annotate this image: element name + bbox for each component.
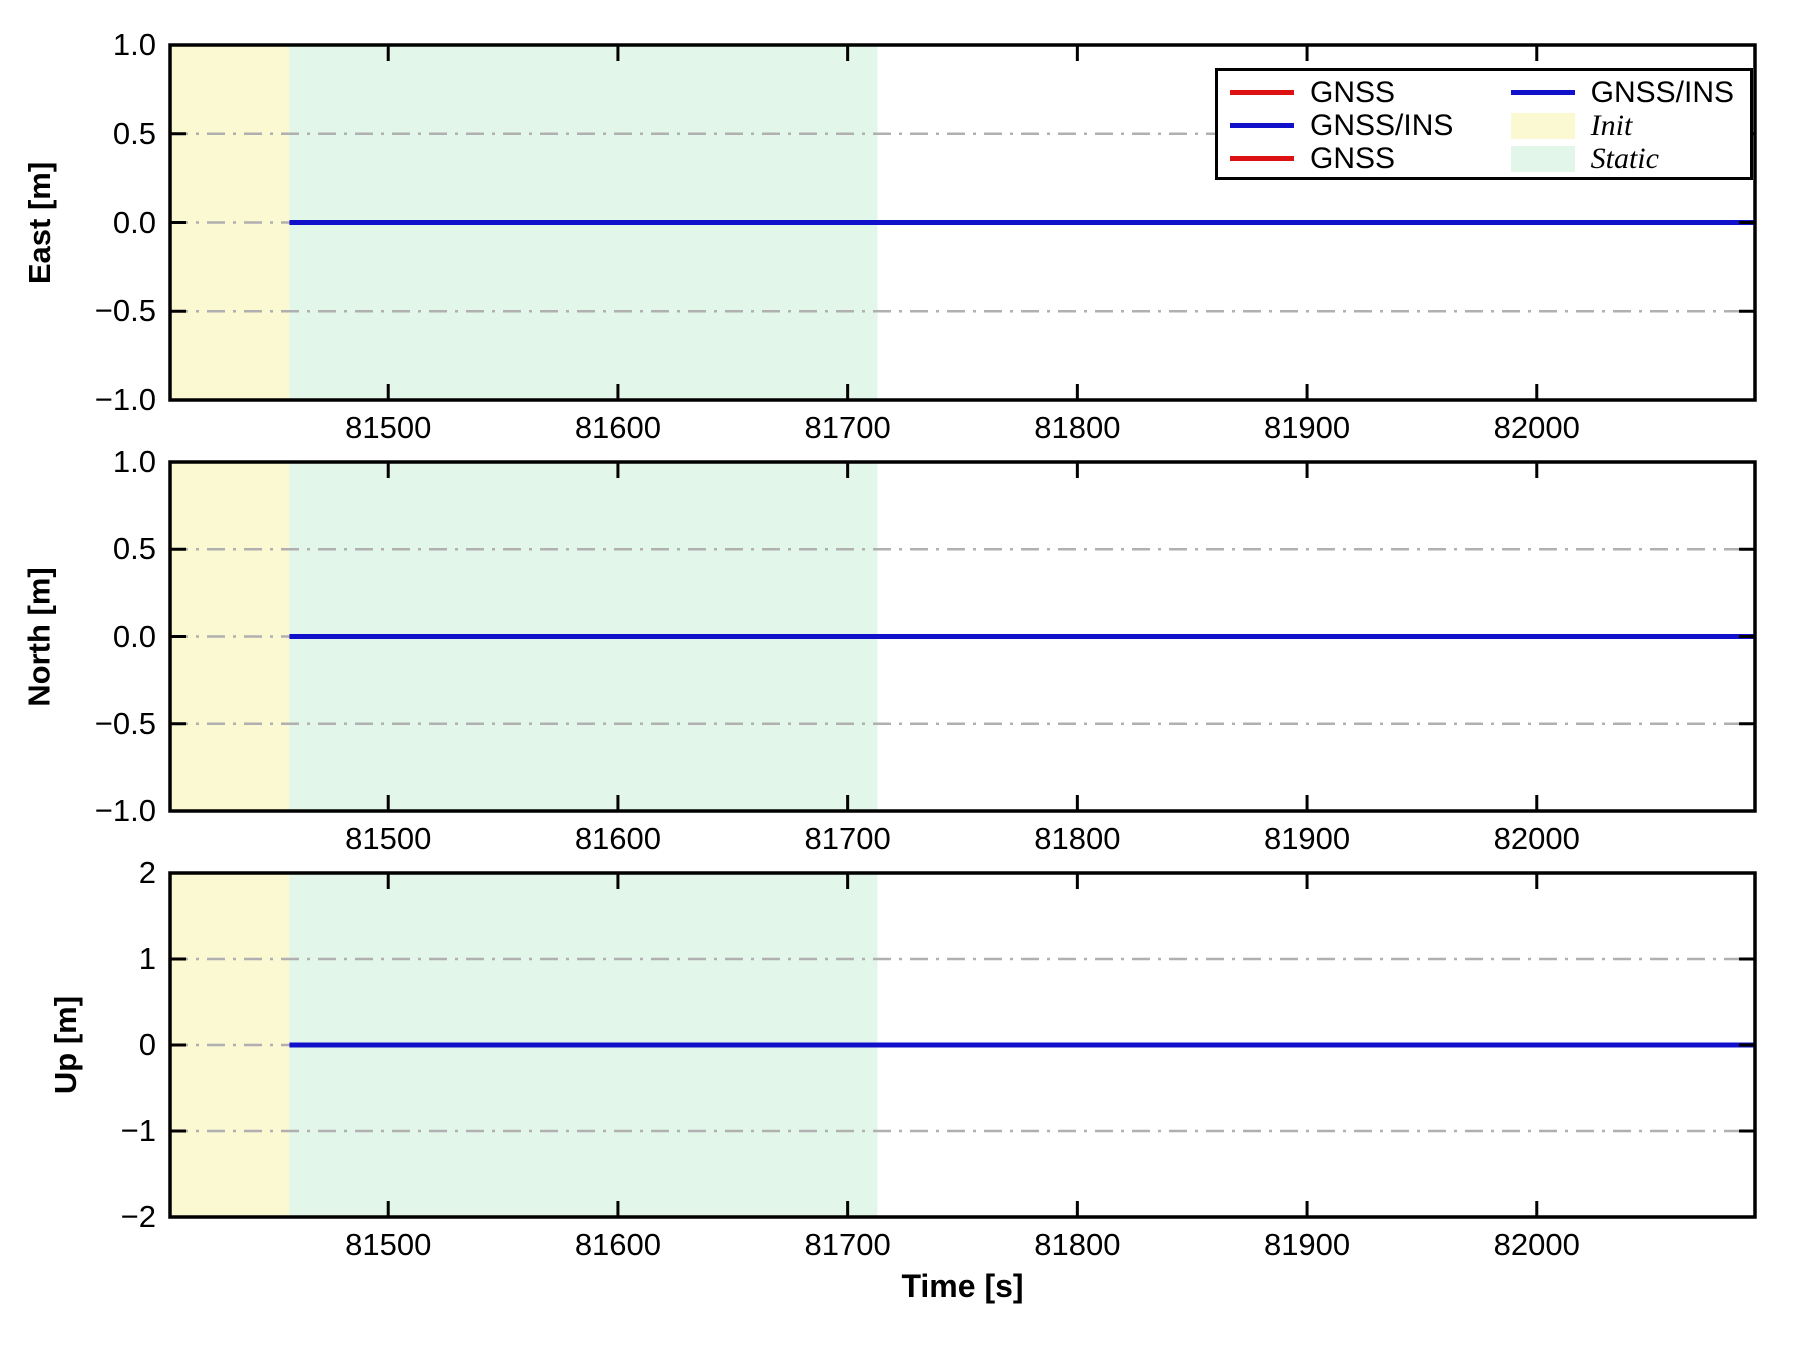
x-tick-label: 82000 xyxy=(1493,821,1580,856)
y-tick-label: 0.0 xyxy=(112,618,156,654)
x-tick-label: 81600 xyxy=(574,410,662,445)
y-tick-label: 2 xyxy=(138,855,156,890)
legend-line-swatch xyxy=(1230,123,1294,128)
y-axis-title: Up [m] xyxy=(48,995,83,1095)
x-tick-label: 81900 xyxy=(1263,410,1351,445)
legend-entry: GNSS xyxy=(1230,76,1453,109)
plot-area-up xyxy=(168,871,1757,1219)
plot-area-east xyxy=(168,43,1757,402)
legend-label: GNSS xyxy=(1310,76,1396,109)
y-tick-label: 1 xyxy=(138,941,156,976)
x-axis-title: Time [s] xyxy=(901,1268,1024,1304)
y-tick-label: −1.0 xyxy=(94,793,156,828)
axes-border xyxy=(168,871,1757,1219)
legend-label: GNSS/INS xyxy=(1590,76,1734,109)
legend-entry: Init xyxy=(1510,109,1734,142)
y-tick-label: 0.5 xyxy=(112,115,156,151)
legend-label: GNSS xyxy=(1310,142,1396,175)
legend-entry: GNSS xyxy=(1230,142,1453,175)
x-tick-label: 81800 xyxy=(1034,410,1121,445)
subplot-east: −1.0 −0.5 0.0 0.5 1.0 81500 81600 81700 81800 819… xyxy=(0,27,1800,445)
y-axis-title: East [m] xyxy=(22,161,57,284)
x-tick-label: 81700 xyxy=(804,821,891,856)
y-tick-label: 1.0 xyxy=(112,27,156,62)
subplot-north: −1.0 −0.5 0.0 0.5 1.0 81500 81600 81700 81800 819… xyxy=(0,444,1800,856)
legend-entry: GNSS/INS xyxy=(1230,109,1453,142)
axes-border xyxy=(168,43,1757,402)
x-tick-label: 81700 xyxy=(804,1227,891,1262)
x-tick-label: 81900 xyxy=(1263,1227,1351,1262)
x-tick-label: 81500 xyxy=(345,821,432,856)
y-tick-label: 0 xyxy=(138,1027,156,1062)
y-tick-label: 1.0 xyxy=(112,444,156,479)
y-tick-label: −0.5 xyxy=(94,705,156,741)
init-region xyxy=(170,45,290,400)
y-tick-label: 0.0 xyxy=(112,204,156,240)
y-axis-title-wrap: Up [m] xyxy=(44,873,88,1217)
x-tick-label: 81800 xyxy=(1034,821,1121,856)
y-tick-label: 0.5 xyxy=(112,531,156,567)
x-tick-label: 81500 xyxy=(345,1227,432,1262)
legend-column: GNSS GNSS/INS GNSS xyxy=(1230,76,1453,175)
x-tick-label: 81600 xyxy=(574,1227,662,1262)
legend-patch-swatch xyxy=(1510,112,1575,139)
legend: GNSS GNSS/INS GNSS GNSS/INS Init Static xyxy=(1215,68,1753,180)
legend-patch-swatch xyxy=(1510,145,1575,172)
axes-border xyxy=(168,460,1757,813)
init-region xyxy=(170,873,290,1217)
legend-entry: Static xyxy=(1510,142,1734,175)
y-tick-label: −2 xyxy=(120,1199,156,1234)
x-tick-label: 81800 xyxy=(1034,1227,1121,1262)
x-tick-label: 82000 xyxy=(1493,410,1580,445)
x-tick-label: 81700 xyxy=(804,410,891,445)
y-tick-label: −1 xyxy=(120,1113,156,1148)
legend-label: Init xyxy=(1590,109,1633,142)
x-tick-label: 81900 xyxy=(1263,821,1351,856)
legend-line-swatch xyxy=(1510,90,1575,95)
x-tick-label: 81500 xyxy=(345,410,432,445)
y-axis-title-wrap: East [m] xyxy=(18,45,62,400)
y-axis-title-wrap: North [m] xyxy=(18,462,62,811)
x-tick-label: 81600 xyxy=(574,821,662,856)
plot-area-north xyxy=(168,460,1757,813)
legend-line-swatch xyxy=(1230,90,1294,95)
legend-column: GNSS/INS Init Static xyxy=(1510,76,1734,175)
legend-label: GNSS/INS xyxy=(1310,109,1454,142)
x-tick-label: 82000 xyxy=(1493,1227,1580,1262)
legend-entry: GNSS/INS xyxy=(1510,76,1734,109)
init-region xyxy=(170,462,290,811)
y-tick-label: −0.5 xyxy=(94,293,156,329)
y-tick-label: −1.0 xyxy=(94,382,156,417)
subplot-up: −2 −1 0 1 2 81500 81600 81700 81800 81900 82000 Up … xyxy=(0,855,1800,1262)
legend-line-swatch xyxy=(1230,156,1294,161)
legend-label: Static xyxy=(1590,142,1659,175)
y-axis-title: North [m] xyxy=(22,566,58,707)
